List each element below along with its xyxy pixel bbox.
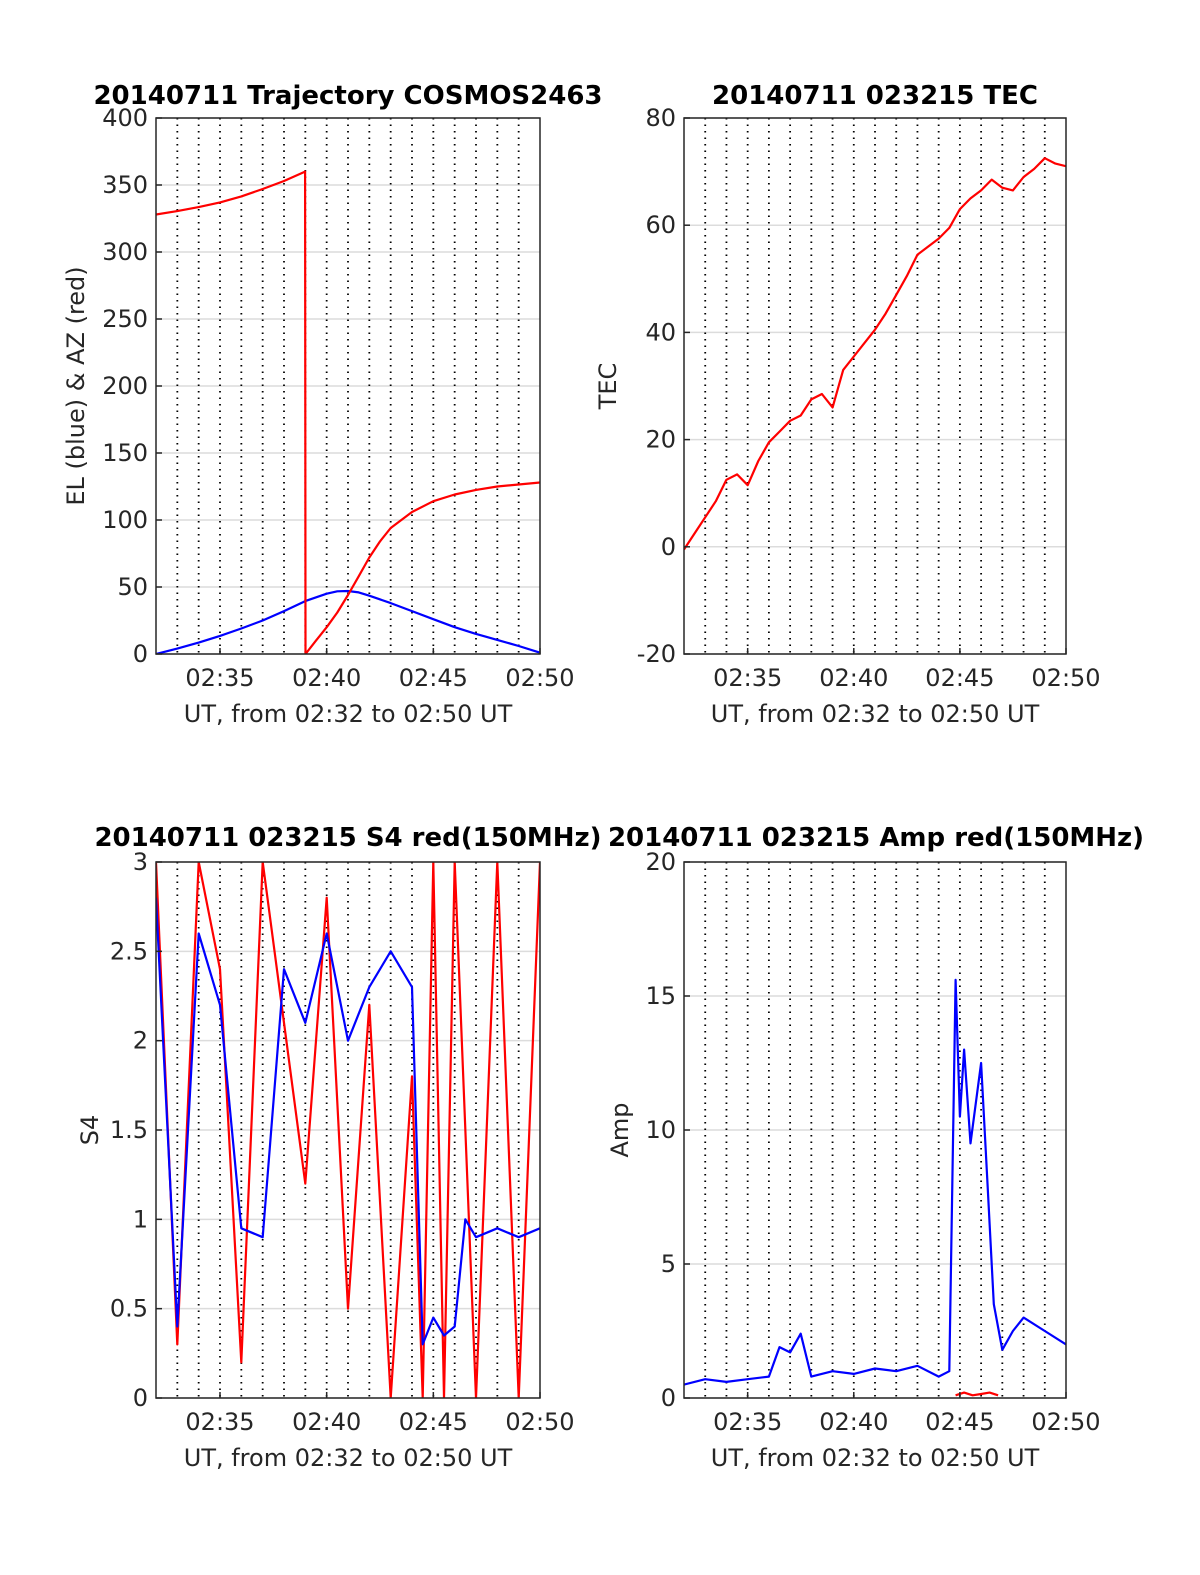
s4-y-tick-label: 3: [133, 848, 148, 876]
s4-y-tick-label: 1.5: [110, 1116, 148, 1144]
trajectory-title: 20140711 Trajectory COSMOS2463: [93, 81, 602, 111]
tec-y-tick-label: 40: [645, 318, 676, 346]
trajectory-y-tick-label: 300: [102, 238, 148, 266]
amp-y-tick-label: 5: [661, 1250, 676, 1278]
s4-y-tick-label: 0.5: [110, 1295, 148, 1323]
amp-xlabel: UT, from 02:32 to 02:50 UT: [711, 1444, 1040, 1472]
tec-y-tick-label: 20: [645, 426, 676, 454]
tec-axes-box: [683, 117, 1067, 655]
trajectory-y-tick-label: 250: [102, 305, 148, 333]
trajectory-y-tick-label: 400: [102, 104, 148, 132]
s4-x-tick-label: 02:35: [185, 1408, 254, 1436]
tec-y-tick-label: 80: [645, 104, 676, 132]
s4-x-tick-label: 02:40: [292, 1408, 361, 1436]
tec-x-tick-label: 02:40: [819, 664, 888, 692]
trajectory-x-tick-label: 02:45: [399, 664, 468, 692]
trajectory-y-tick-label: 100: [102, 506, 148, 534]
s4-y-tick-label: 1: [133, 1205, 148, 1233]
trajectory-panel: 20140711 Trajectory COSMOS2463 UT, from …: [62, 81, 603, 728]
amp-ylabel: Amp: [606, 1102, 634, 1157]
tec-panel: 20140711 023215 TEC UT, from 02:32 to 02…: [594, 81, 1101, 728]
amp-x-tick-label: 02:50: [1031, 1408, 1100, 1436]
tec-xlabel: UT, from 02:32 to 02:50 UT: [711, 700, 1040, 728]
tec-series-0-line: [684, 157, 1066, 551]
trajectory-y-tick-label: 350: [102, 171, 148, 199]
s4-title: 20140711 023215 S4 red(150MHz): [94, 823, 601, 853]
trajectory-y-tick-label: 200: [102, 372, 148, 400]
s4-xlabel: UT, from 02:32 to 02:50 UT: [184, 1444, 513, 1472]
tec-x-tick-label: 02:50: [1031, 664, 1100, 692]
trajectory-x-tick-label: 02:35: [185, 664, 254, 692]
trajectory-xlabel: UT, from 02:32 to 02:50 UT: [184, 700, 513, 728]
trajectory-y-tick-label: 150: [102, 439, 148, 467]
tec-ylabel: TEC: [594, 363, 622, 411]
s4-series-0-line: [156, 862, 540, 1398]
amp-series-0-line: [955, 1391, 999, 1397]
s4-panel: 20140711 023215 S4 red(150MHz) UT, from …: [76, 823, 602, 1472]
tec-y-tick-label: 0: [661, 533, 676, 561]
amp-title: 20140711 023215 Amp red(150MHz): [608, 823, 1144, 853]
s4-ylabel: S4: [76, 1115, 104, 1146]
trajectory-x-tick-label: 02:40: [292, 664, 361, 692]
s4-series-1-line: [156, 897, 540, 1346]
amp-y-tick-label: 20: [645, 848, 676, 876]
amp-y-tick-label: 15: [645, 982, 676, 1010]
amp-y-tick-label: 10: [645, 1116, 676, 1144]
tec-x-tick-label: 02:35: [713, 664, 782, 692]
tec-x-tick-label: 02:45: [925, 664, 994, 692]
s4-x-tick-label: 02:45: [399, 1408, 468, 1436]
amp-x-tick-label: 02:45: [925, 1408, 994, 1436]
s4-y-tick-label: 2: [133, 1027, 148, 1055]
tec-y-tick-label: -20: [637, 640, 676, 668]
amp-y-tick-label: 0: [661, 1384, 676, 1412]
tec-title: 20140711 023215 TEC: [712, 81, 1038, 111]
amp-series-1-line: [684, 978, 1066, 1386]
trajectory-y-tick-label: 50: [117, 573, 148, 601]
amp-x-tick-label: 02:40: [819, 1408, 888, 1436]
trajectory-series-1-line: [156, 170, 540, 654]
trajectory-ylabel: EL (blue) & AZ (red): [62, 266, 90, 505]
amp-panel: 20140711 023215 Amp red(150MHz) UT, from…: [606, 823, 1144, 1472]
trajectory-series-0-line: [156, 589, 540, 654]
tec-y-tick-label: 60: [645, 211, 676, 239]
trajectory-x-tick-label: 02:50: [505, 664, 574, 692]
trajectory-y-tick-label: 0: [133, 640, 148, 668]
amp-x-tick-label: 02:35: [713, 1408, 782, 1436]
s4-y-tick-label: 2.5: [110, 937, 148, 965]
s4-x-tick-label: 02:50: [505, 1408, 574, 1436]
s4-y-tick-label: 0: [133, 1384, 148, 1412]
